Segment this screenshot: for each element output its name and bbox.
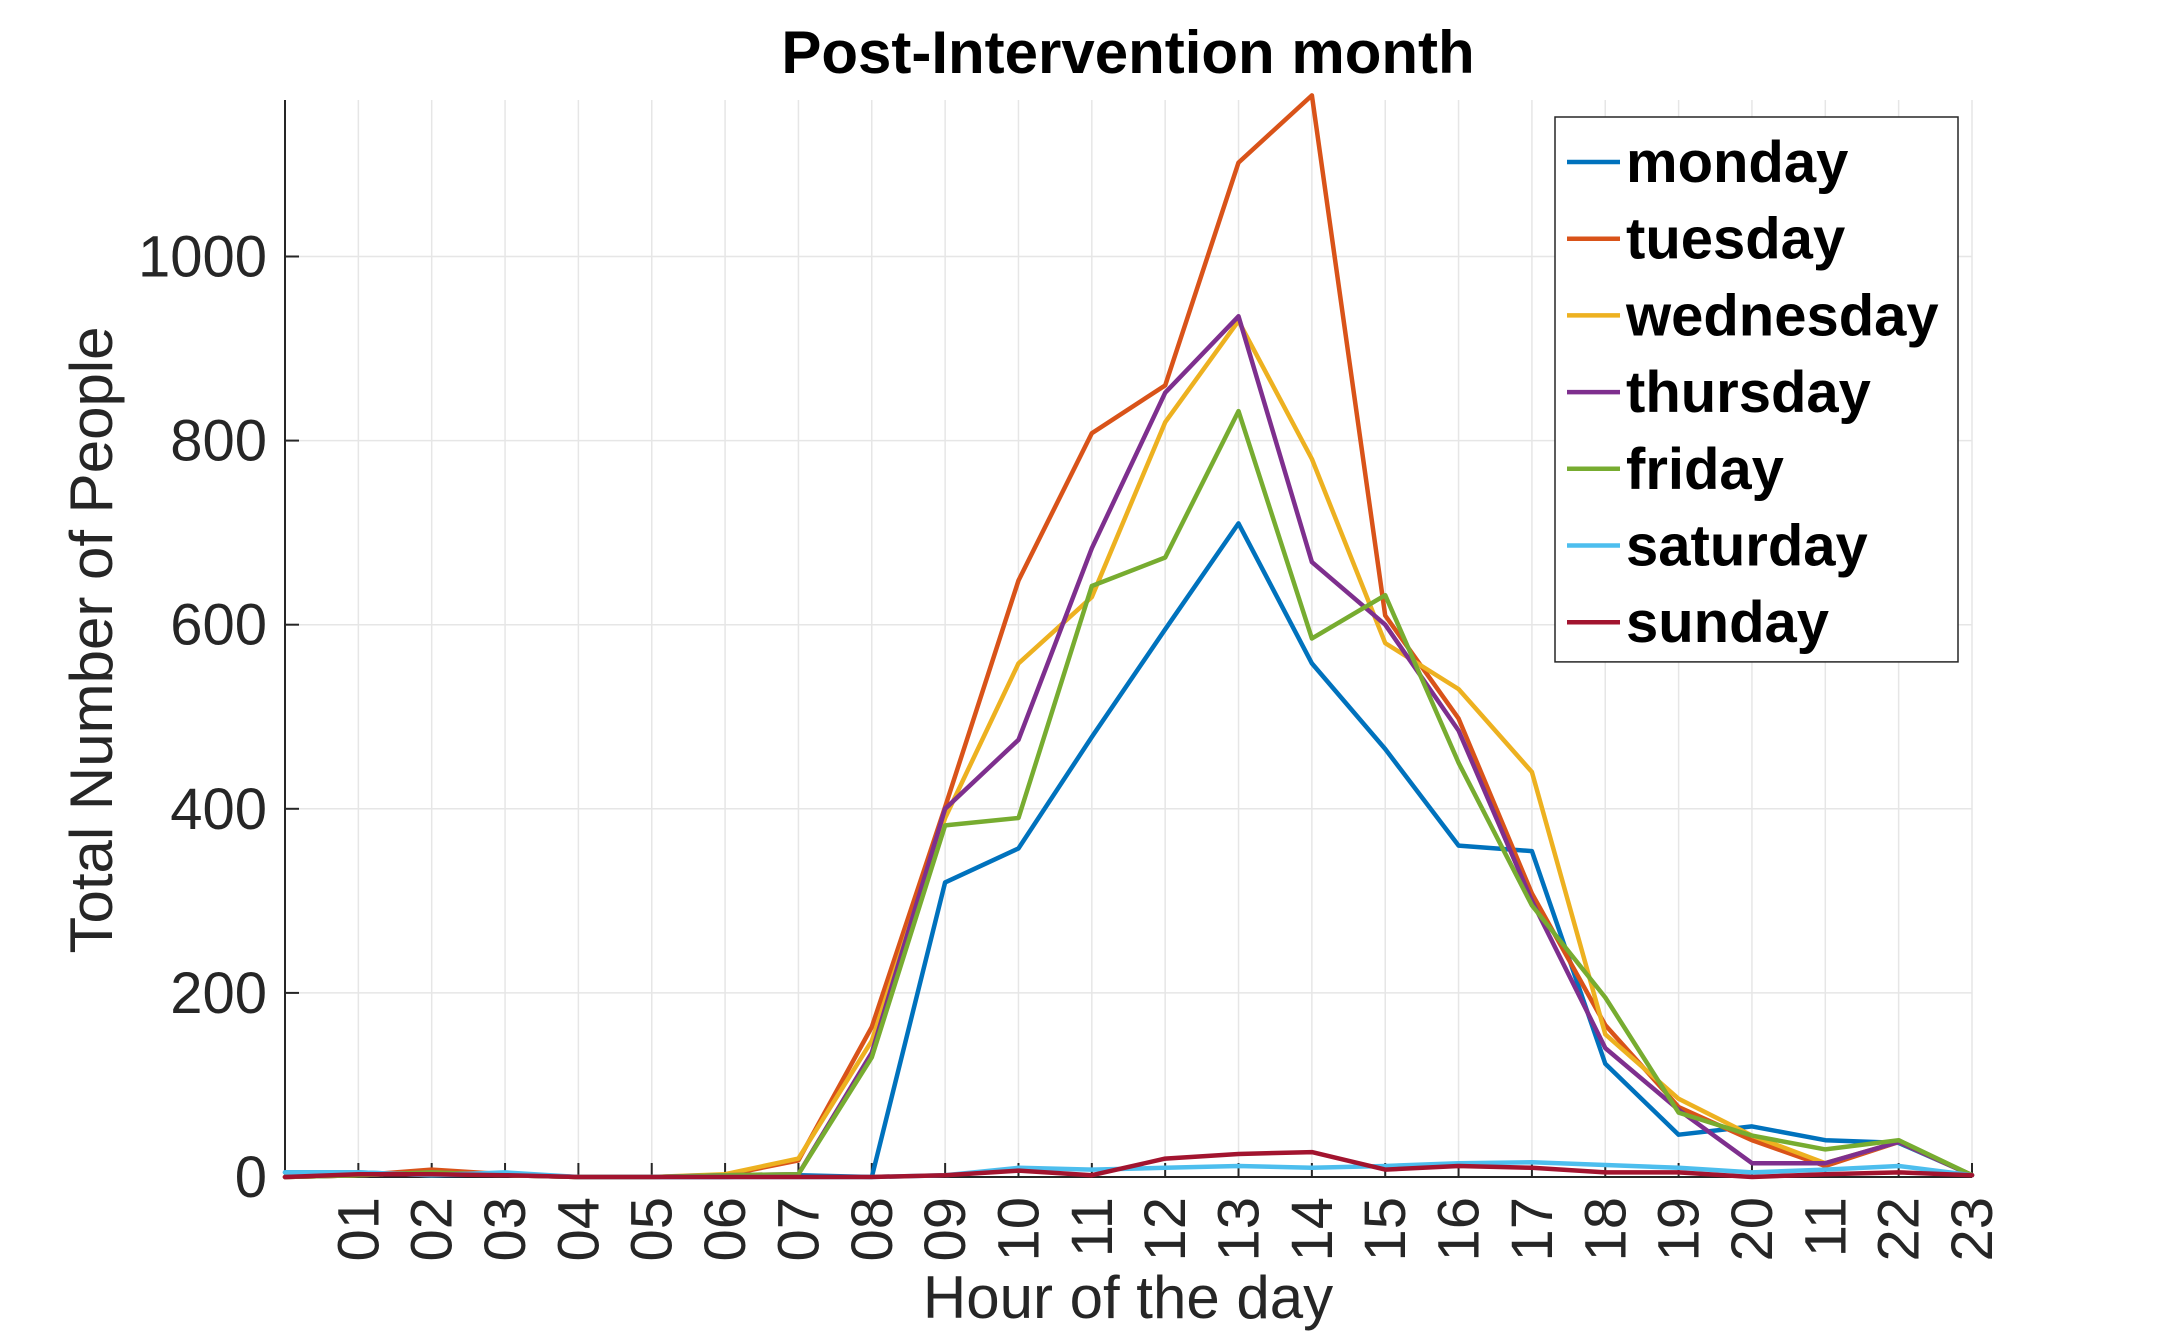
x-tick-label: 23 <box>1940 1197 2005 1262</box>
x-tick-label: 17 <box>1500 1197 1565 1262</box>
x-tick-label: 22 <box>1867 1197 1932 1262</box>
legend-label-friday: friday <box>1626 437 1784 502</box>
chart-title: Post-Intervention month <box>781 19 1474 86</box>
x-tick-label: 19 <box>1647 1197 1712 1262</box>
x-tick-label: 04 <box>546 1197 611 1262</box>
y-tick-label: 800 <box>170 409 267 474</box>
x-tick-label: 06 <box>693 1197 758 1262</box>
legend-label-sunday: sunday <box>1626 590 1829 655</box>
x-tick-label: 11 <box>1793 1197 1858 1257</box>
x-tick-label: 05 <box>620 1197 685 1262</box>
y-tick-label: 0 <box>235 1145 267 1210</box>
legend-label-monday: monday <box>1626 130 1848 195</box>
x-tick-label: 11 <box>1060 1197 1125 1257</box>
y-tick-label: 1000 <box>138 224 267 289</box>
y-tick-label: 200 <box>170 961 267 1026</box>
series-line-sunday <box>282 1149 1975 1180</box>
x-tick-labels: 01 02 03 04 05 06 07 08 09 10 11 12 13 14 15 16 17 18 19 20… <box>326 1197 2005 1262</box>
legend-box <box>1554 116 1959 663</box>
legend-label-tuesday: tuesday <box>1626 207 1845 272</box>
series-lines <box>282 93 1975 1180</box>
x-tick-label: 09 <box>913 1197 978 1262</box>
legend: monday tuesday wednesday thursday friday satu… <box>1554 116 1959 663</box>
x-tick-label: 18 <box>1573 1197 1638 1262</box>
x-tick-label: 20 <box>1720 1197 1785 1262</box>
y-axis-label: Total Number of People <box>58 326 125 953</box>
x-tick-label: 16 <box>1427 1197 1492 1262</box>
x-tick-label: 14 <box>1280 1197 1345 1262</box>
y-tick-labels: 0 200 400 600 800 1000 <box>138 224 267 1210</box>
y-tick-label: 600 <box>170 593 267 658</box>
x-tick-label: 03 <box>473 1197 538 1262</box>
x-axis-label: Hour of the day <box>923 1264 1333 1331</box>
legend-label-thursday: thursday <box>1626 360 1871 425</box>
x-tick-label: 15 <box>1353 1197 1418 1262</box>
x-tick-label: 10 <box>986 1197 1051 1262</box>
legend-label-wednesday: wednesday <box>1625 283 1939 348</box>
x-tick-label: 12 <box>1133 1197 1198 1262</box>
x-tick-label: 01 <box>326 1197 391 1262</box>
x-tick-label: 02 <box>400 1197 465 1262</box>
x-tick-label: 08 <box>840 1197 905 1262</box>
y-tick-label: 400 <box>170 777 267 842</box>
x-tick-label: 13 <box>1207 1197 1272 1262</box>
legend-label-saturday: saturday <box>1626 514 1868 579</box>
x-tick-label: 07 <box>766 1197 831 1262</box>
